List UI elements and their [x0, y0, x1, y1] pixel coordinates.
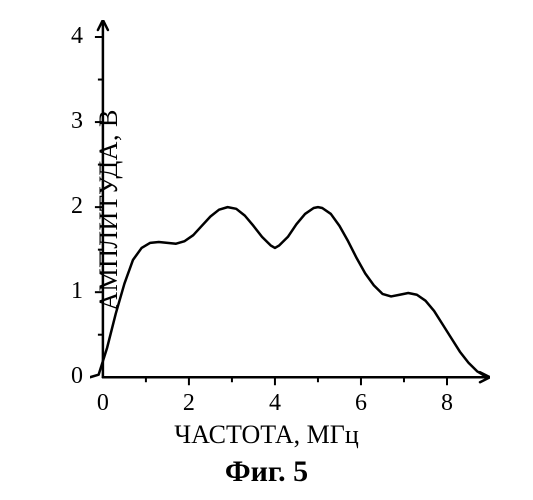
y-tick-label: 3: [43, 108, 83, 135]
y-tick-label: 1: [43, 278, 83, 305]
figure-caption: Фиг. 5: [0, 455, 533, 489]
x-tick-label: 6: [341, 390, 381, 417]
x-tick-label: 8: [427, 390, 467, 417]
y-tick-label: 4: [43, 23, 83, 50]
figure-container: АМПЛИТУДА, В ЧАСТОТА, МГц Фиг. 5 0123402…: [0, 0, 533, 500]
y-tick-label: 0: [43, 363, 83, 390]
y-tick-label: 2: [43, 193, 83, 220]
x-tick-label: 4: [255, 390, 295, 417]
chart-plot: [90, 20, 490, 390]
x-tick-label: 2: [169, 390, 209, 417]
x-tick-label: 0: [83, 390, 123, 417]
x-axis-label: ЧАСТОТА, МГц: [0, 420, 533, 450]
